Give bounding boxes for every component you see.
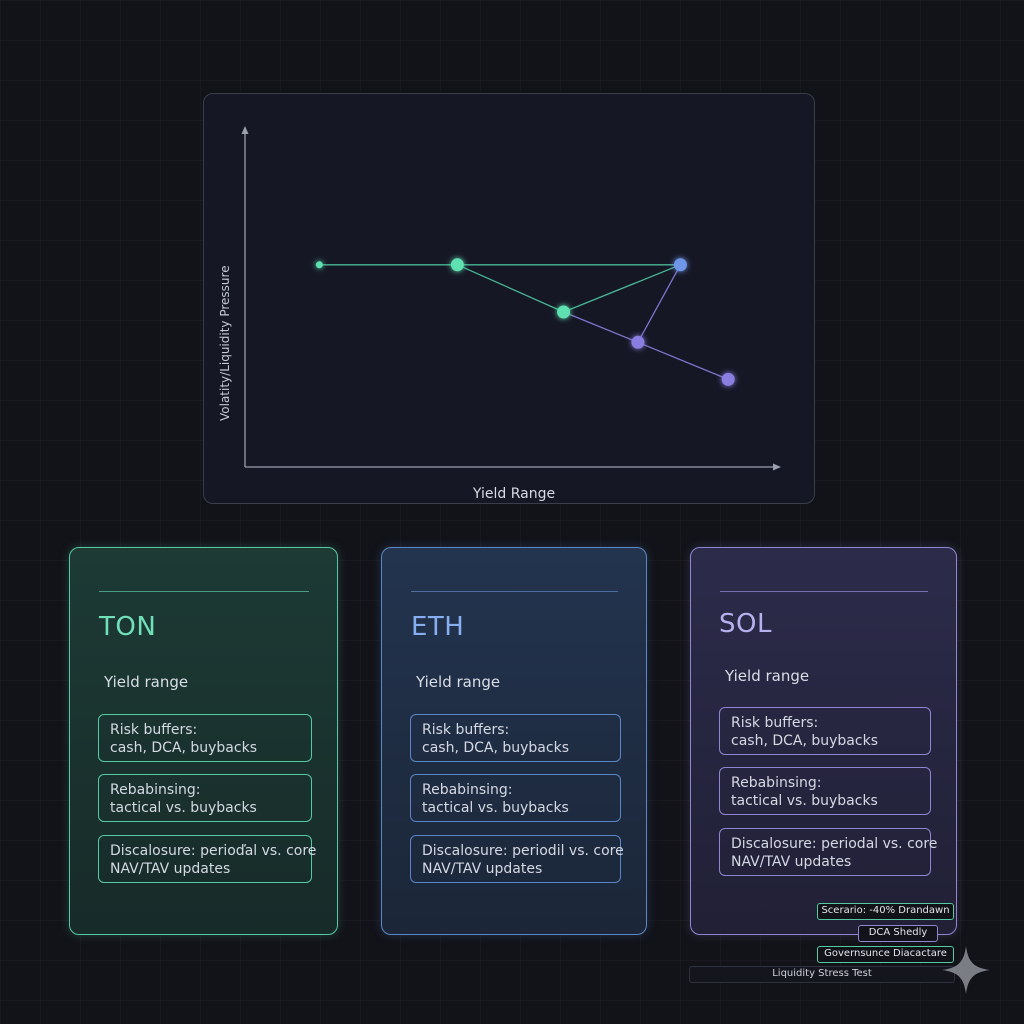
liquidity-stress-test-tag[interactable]: Liquidity Stress Test	[689, 966, 955, 983]
diagram-canvas	[241, 126, 781, 471]
box-line: tactical vs. buybacks	[731, 793, 878, 809]
y-axis	[241, 126, 249, 467]
box-line: tactical vs. buybacks	[422, 800, 569, 816]
y-axis-label: Volatity/Liquidity Pressure	[218, 265, 232, 421]
box-line: Discalosure: periodal vs. core	[731, 836, 938, 852]
governance-tag[interactable]: Governsunce Diacactare	[817, 946, 954, 963]
box-line: Risk buffers:	[731, 715, 819, 731]
diagram-edge	[563, 264, 681, 313]
rebalancing-box[interactable]: Rebabinsing: tactical vs. buybacks	[410, 774, 621, 822]
risk-buffers-box[interactable]: Risk buffers: cash, DCA, buybacks	[719, 707, 931, 755]
diagram-node[interactable]	[631, 335, 645, 349]
diagram-edge	[637, 264, 681, 343]
card-sol[interactable]: SOL Yield range Risk buffers: cash, DCA,…	[690, 547, 957, 935]
sparkle-icon	[942, 946, 990, 994]
risk-buffers-box[interactable]: Risk buffers: cash, DCA, buybacks	[410, 714, 621, 762]
scenario-tag[interactable]: Scerario: -40% Drandawn	[817, 903, 954, 920]
box-line: Rebabinsing:	[422, 782, 513, 798]
box-line: cash, DCA, buybacks	[731, 733, 878, 749]
card-divider	[411, 591, 618, 592]
risk-buffers-box[interactable]: Risk buffers: cash, DCA, buybacks	[98, 714, 312, 762]
disclosure-box[interactable]: Discalosure: perioďal vs. core NAV/TAV u…	[98, 835, 317, 883]
box-line: cash, DCA, buybacks	[422, 740, 569, 756]
box-line: Discalosure: perioďal vs. core	[110, 843, 317, 859]
card-title: ETH	[411, 612, 465, 642]
card-title: SOL	[719, 609, 772, 639]
card-divider	[99, 591, 309, 592]
x-axis	[245, 463, 781, 471]
diagram-node[interactable]	[721, 372, 735, 386]
box-line: Rebabinsing:	[731, 775, 822, 791]
box-line: Discalosure: periodil vs. core	[422, 843, 624, 859]
diagram-edge	[563, 311, 639, 343]
box-line: cash, DCA, buybacks	[110, 740, 257, 756]
box-line: Risk buffers:	[422, 722, 510, 738]
card-eth[interactable]: ETH Yield range Risk buffers: cash, DCA,…	[381, 547, 647, 935]
card-ton[interactable]: TON Yield range Risk buffers: cash, DCA,…	[69, 547, 338, 935]
card-title: TON	[99, 612, 157, 642]
box-line: NAV/TAV updates	[731, 854, 852, 870]
diagram-node[interactable]	[450, 258, 464, 272]
chart-panel: Yield Range Volatity/Liquidity Pressure	[203, 93, 815, 504]
card-subtitle: Yield range	[416, 673, 501, 691]
diagram-node[interactable]	[315, 261, 323, 269]
rebalancing-box[interactable]: Rebabinsing: tactical vs. buybacks	[98, 774, 312, 822]
diagram-edge	[637, 341, 729, 380]
diagram-node[interactable]	[673, 258, 687, 272]
disclosure-box[interactable]: Discalosure: periodil vs. core NAV/TAV u…	[410, 835, 624, 883]
box-line: Risk buffers:	[110, 722, 198, 738]
dca-schedule-tag[interactable]: DCA Shedly	[858, 925, 938, 942]
x-axis-label: Yield Range	[472, 486, 556, 502]
disclosure-box[interactable]: Discalosure: periodal vs. core NAV/TAV u…	[719, 828, 938, 876]
box-line: tactical vs. buybacks	[110, 800, 257, 816]
card-divider	[720, 591, 928, 592]
box-line: Rebabinsing:	[110, 782, 201, 798]
card-subtitle: Yield range	[725, 667, 810, 685]
diagram-node[interactable]	[557, 305, 571, 319]
box-line: NAV/TAV updates	[110, 861, 231, 877]
diagram-edge	[457, 264, 564, 313]
box-line: NAV/TAV updates	[422, 861, 543, 877]
rebalancing-box[interactable]: Rebabinsing: tactical vs. buybacks	[719, 767, 931, 815]
card-subtitle: Yield range	[104, 673, 189, 691]
